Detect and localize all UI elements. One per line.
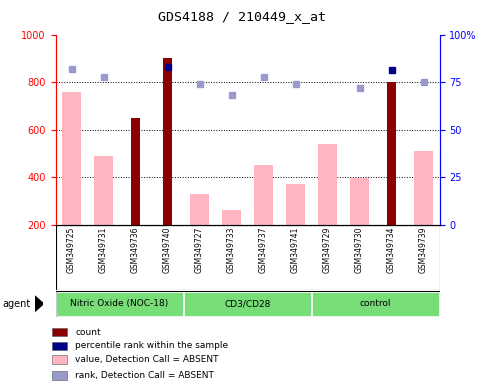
Text: rank, Detection Call = ABSENT: rank, Detection Call = ABSENT [75,371,214,380]
Bar [222,210,241,225]
Bar [62,92,81,225]
Bar [56,292,183,316]
Text: GSM349730: GSM349730 [355,227,364,273]
Text: agent: agent [2,299,30,309]
Text: GSM349727: GSM349727 [195,227,204,273]
Text: GSM349740: GSM349740 [163,227,172,273]
Text: GSM349733: GSM349733 [227,227,236,273]
Bar [52,356,67,364]
Text: percentile rank within the sample: percentile rank within the sample [75,341,228,351]
Bar [312,292,439,316]
Text: value, Detection Call = ABSENT: value, Detection Call = ABSENT [75,356,219,364]
Text: GSM349731: GSM349731 [99,227,108,273]
Bar [190,194,209,225]
Text: GSM349736: GSM349736 [131,227,140,273]
Text: GSM349734: GSM349734 [387,227,396,273]
Bar [254,165,273,225]
Bar [184,292,311,316]
Bar [350,178,369,225]
Bar [52,341,67,351]
Text: count: count [75,328,101,336]
Text: GSM349739: GSM349739 [419,227,428,273]
Bar [131,118,140,225]
Bar [163,58,172,225]
Text: control: control [360,299,391,308]
Bar [94,156,113,225]
Polygon shape [35,296,43,311]
Bar [414,151,433,225]
Bar [52,328,67,336]
Bar [318,144,337,225]
Bar [387,82,396,225]
Text: GSM349729: GSM349729 [323,227,332,273]
Text: GSM349741: GSM349741 [291,227,300,273]
Text: Nitric Oxide (NOC-18): Nitric Oxide (NOC-18) [71,299,169,308]
Text: GSM349725: GSM349725 [67,227,76,273]
Text: GSM349737: GSM349737 [259,227,268,273]
Bar [52,371,67,379]
Bar [286,184,305,225]
Text: GDS4188 / 210449_x_at: GDS4188 / 210449_x_at [157,10,326,23]
Text: CD3/CD28: CD3/CD28 [224,299,271,308]
